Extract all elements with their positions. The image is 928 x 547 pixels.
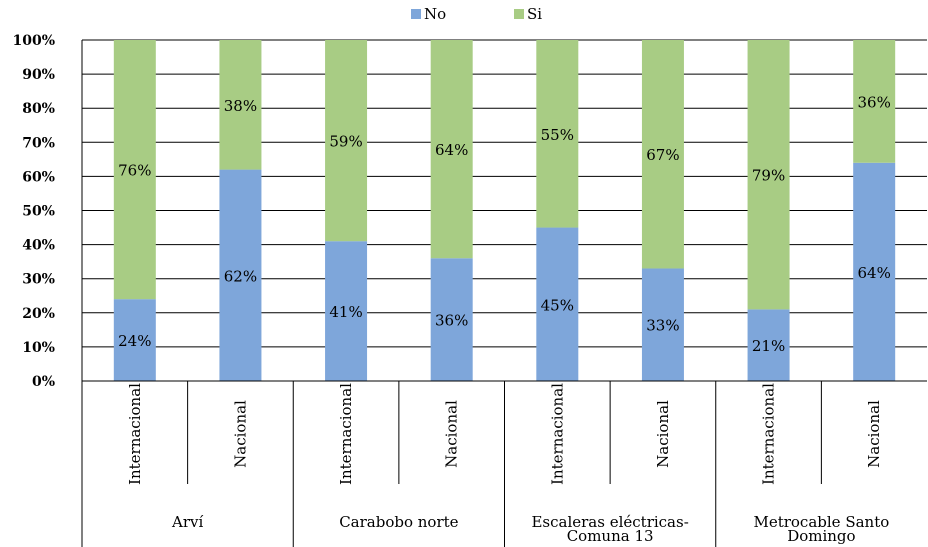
bar-no [747, 309, 790, 381]
bar-si [536, 40, 579, 228]
group-label: Metrocable Santo [753, 513, 889, 531]
bar-si [641, 40, 684, 269]
data-label: 36% [435, 312, 468, 330]
group-label: Carabobo norte [339, 513, 458, 531]
bar-no [325, 241, 368, 381]
data-label: 38% [224, 97, 257, 115]
bar-si [430, 40, 473, 259]
data-label: 76% [118, 162, 151, 180]
data-label: 45% [541, 296, 574, 314]
data-label: 36% [858, 93, 891, 111]
bar-no [536, 227, 579, 381]
category-label: Nacional [865, 400, 883, 468]
y-tick-label: 100% [12, 33, 55, 49]
y-tick-label: 70% [22, 135, 55, 151]
legend-swatch-no [411, 9, 421, 19]
y-tick-label: 20% [22, 306, 55, 322]
data-label: 24% [118, 332, 151, 350]
group-label: Comuna 13 [567, 527, 654, 545]
legend-label: No [424, 5, 446, 23]
data-label: 79% [752, 167, 785, 185]
data-label: 55% [541, 126, 574, 144]
legend: No Si [411, 5, 542, 23]
data-label: 64% [435, 141, 468, 159]
group-label: Arví [171, 513, 203, 531]
y-tick-label: 40% [22, 238, 55, 254]
bar-si [853, 40, 896, 163]
bar-no [430, 258, 473, 381]
legend-swatch-si [514, 9, 524, 19]
category-label: Internacional [760, 383, 778, 485]
group-label: Escaleras eléctricas- [531, 513, 688, 531]
data-label: 67% [646, 146, 679, 164]
y-tick-label: 10% [22, 340, 55, 356]
legend-label: Si [527, 5, 542, 23]
y-tick-label: 0% [32, 374, 55, 390]
y-tick-label: 90% [22, 67, 55, 83]
bar-si [113, 40, 156, 300]
data-label: 41% [329, 303, 362, 321]
data-label: 62% [224, 267, 257, 285]
data-label: 21% [752, 337, 785, 355]
x-axis: Internacional Nacional Internacional Nacion… [81, 380, 927, 547]
y-tick-label: 30% [22, 272, 55, 288]
category-label: Nacional [654, 400, 672, 468]
y-tick-label: 50% [22, 204, 55, 220]
category-label: Internacional [126, 383, 144, 485]
bars: 24% 76% 62% 38% 41% 59% 36% 64% 45% 55% 33% 67% 21% 7… [113, 40, 896, 381]
bar-no [219, 169, 262, 381]
bar-si [747, 40, 790, 310]
bar-si [325, 40, 368, 242]
data-label: 64% [858, 264, 891, 282]
category-label: Internacional [337, 383, 355, 485]
bar-no [641, 268, 684, 381]
bar-no [113, 299, 156, 381]
bar-no [853, 162, 896, 381]
category-label: Nacional [231, 400, 249, 468]
category-label: Internacional [548, 383, 566, 485]
data-label: 59% [329, 133, 362, 151]
y-tick-label: 80% [22, 101, 55, 117]
bar-si [219, 40, 262, 170]
group-label: Domingo [787, 527, 855, 545]
y-tick-label: 60% [22, 169, 55, 185]
category-label: Nacional [443, 400, 461, 468]
data-label: 33% [646, 317, 679, 335]
